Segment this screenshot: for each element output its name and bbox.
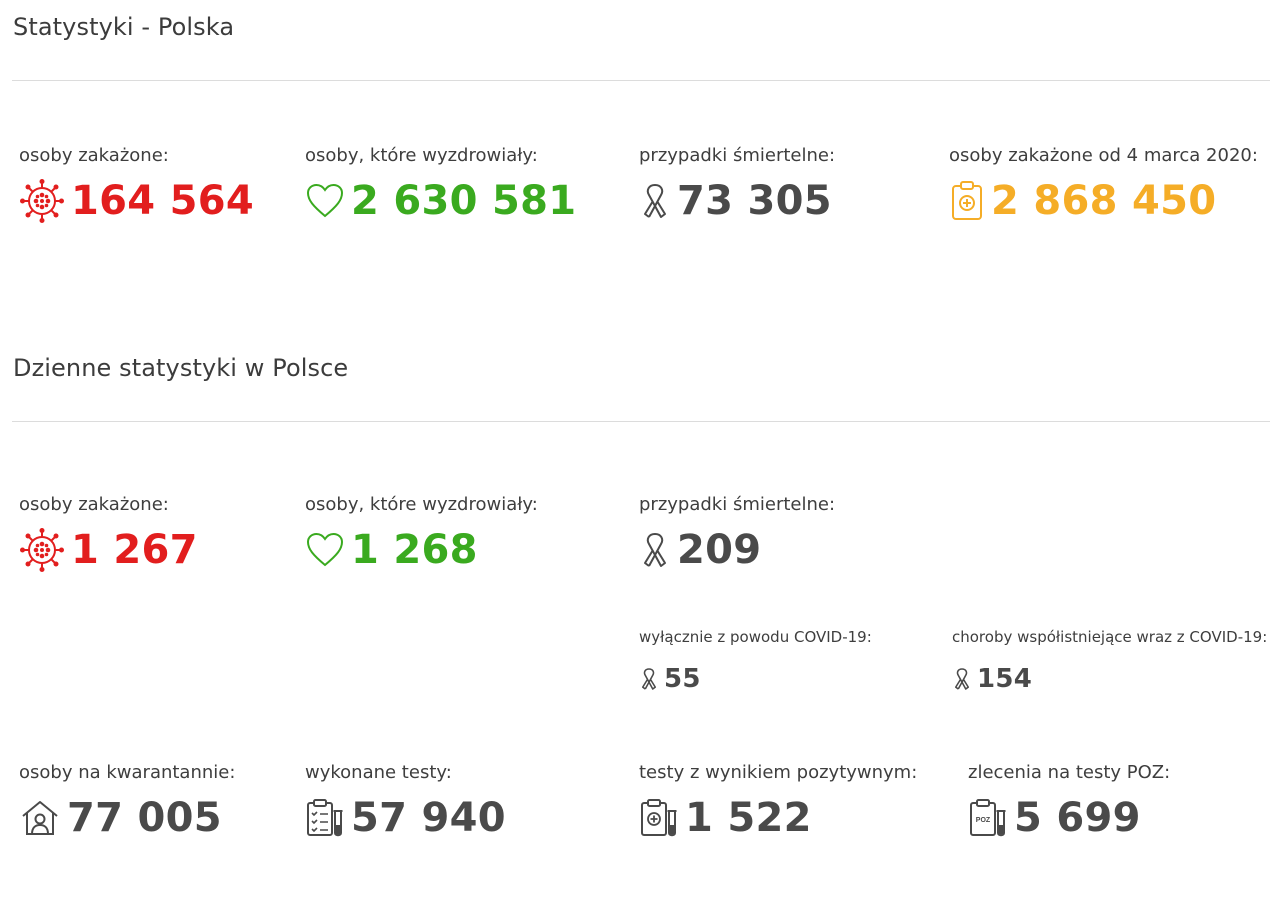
stat-value: 2 868 450: [991, 178, 1217, 224]
stat-overall-infected: osoby zakażone:: [19, 145, 254, 224]
virus-icon: [19, 527, 65, 573]
stat-label: testy z wynikiem pozytywnym:: [639, 762, 918, 783]
stat-label: osoby, które wyzdrowiały:: [305, 494, 538, 515]
clipboard-medical-icon: [949, 180, 985, 222]
stat-value: 57 940: [351, 795, 506, 841]
stat-daily-poz-orders: zlecenia na testy POZ: POZ 5 699: [968, 762, 1170, 841]
stat-label: osoby, które wyzdrowiały:: [305, 145, 538, 166]
stat-value: 164 564: [71, 178, 255, 224]
section-divider: [12, 80, 1270, 81]
stat-value: 1 268: [351, 527, 478, 573]
stat-daily-positive-tests: testy z wynikiem pozytywnym: 1 522: [639, 762, 917, 841]
stat-daily-deaths: przypadki śmiertelne: 209: [639, 494, 835, 573]
stat-label: wykonane testy:: [305, 762, 452, 783]
section-divider: [12, 421, 1270, 422]
ribbon-icon: [639, 530, 671, 570]
stat-value: 55: [664, 664, 701, 694]
stat-daily-deaths-comorbid: choroby współistniejące wraz z COVID-19:…: [952, 628, 1267, 694]
stat-overall-total: osoby zakażone od 4 marca 2020: 2 868 45…: [949, 145, 1258, 224]
stat-value: 1 267: [71, 527, 198, 573]
test-list-icon: [305, 797, 345, 839]
stat-value: 209: [677, 527, 762, 573]
stat-value: 73 305: [677, 178, 832, 224]
stat-overall-recovered: osoby, które wyzdrowiały: 2 630 581: [305, 145, 576, 224]
stat-daily-recovered: osoby, które wyzdrowiały: 1 268: [305, 494, 538, 573]
stat-value: 154: [977, 664, 1033, 694]
stat-value: 77 005: [67, 795, 222, 841]
heart-icon: [305, 181, 345, 221]
stat-label: przypadki śmiertelne:: [639, 145, 836, 166]
virus-icon: [19, 178, 65, 224]
section-title-daily: Dzienne statystyki w Polsce: [13, 354, 349, 382]
stat-daily-deaths-covid-only: wyłącznie z powodu COVID-19: 55: [639, 628, 872, 694]
house-person-icon: [19, 798, 61, 838]
stat-daily-quarantine: osoby na kwarantannie: 77 005: [19, 762, 235, 841]
stat-daily-infected: osoby zakażone:: [19, 494, 198, 573]
test-positive-icon: [639, 797, 679, 839]
stat-label: przypadki śmiertelne:: [639, 494, 836, 515]
stat-label: osoby zakażone:: [19, 145, 169, 166]
ribbon-icon: [952, 666, 972, 692]
stat-label: wyłącznie z powodu COVID-19:: [639, 628, 872, 646]
stat-label: choroby współistniejące wraz z COVID-19:: [952, 628, 1268, 646]
section-title-overall: Statystyki - Polska: [13, 13, 235, 41]
stat-overall-deaths: przypadki śmiertelne: 73 305: [639, 145, 835, 224]
ribbon-icon: [639, 666, 659, 692]
stat-label: zlecenia na testy POZ:: [968, 762, 1171, 783]
stat-daily-tests: wykonane testy: 57 940: [305, 762, 506, 841]
ribbon-icon: [639, 181, 671, 221]
heart-icon: [305, 530, 345, 570]
stat-label: osoby zakażone od 4 marca 2020:: [949, 145, 1258, 166]
stat-value: 5 699: [1014, 795, 1141, 841]
test-poz-icon: POZ: [968, 797, 1008, 839]
stat-label: osoby zakażone:: [19, 494, 169, 515]
poz-icon-text: POZ: [976, 817, 991, 824]
stat-value: 2 630 581: [351, 178, 577, 224]
stat-value: 1 522: [685, 795, 812, 841]
stat-label: osoby na kwarantannie:: [19, 762, 236, 783]
